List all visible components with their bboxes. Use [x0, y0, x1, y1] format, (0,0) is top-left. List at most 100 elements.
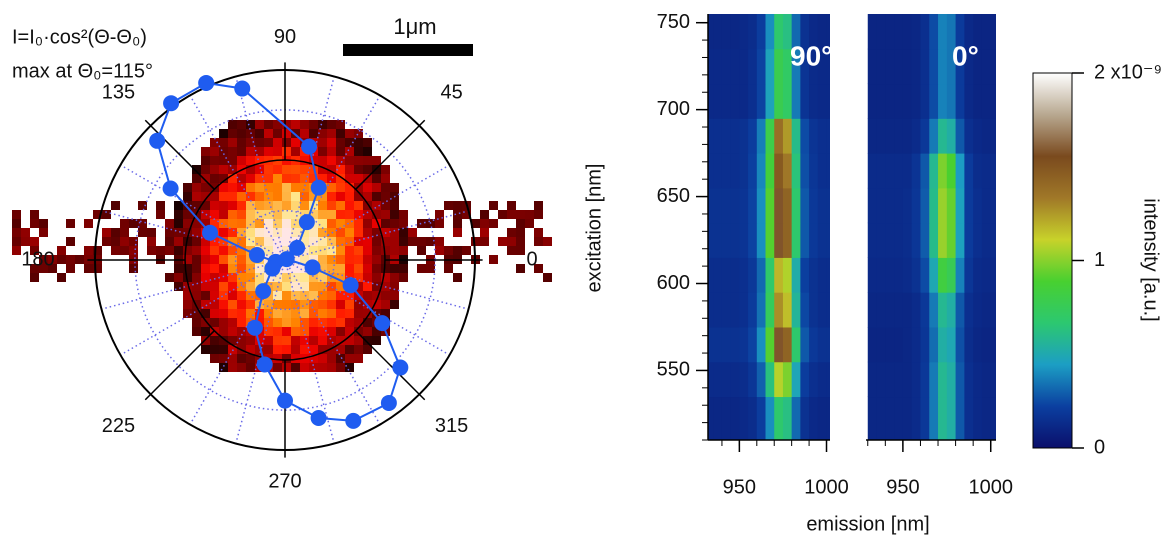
- image-pixel: [408, 237, 417, 246]
- image-pixel: [282, 318, 291, 327]
- image-pixel: [318, 345, 327, 354]
- image-pixel: [480, 219, 489, 228]
- image-pixel: [174, 219, 183, 228]
- image-pixel: [219, 201, 228, 210]
- image-pixel: [228, 237, 237, 246]
- image-pixel: [273, 228, 282, 237]
- image-pixel: [201, 210, 210, 219]
- image-pixel: [66, 255, 75, 264]
- image-pixel: [354, 129, 363, 138]
- image-pixel: [219, 228, 228, 237]
- y-axis-label: excitation [nm]: [583, 164, 605, 293]
- heatmap-cell: [713, 153, 723, 189]
- image-pixel: [336, 192, 345, 201]
- heatmap-cell: [911, 153, 921, 189]
- heatmap-cell: [885, 83, 895, 119]
- image-pixel: [30, 246, 39, 255]
- heatmap-cell: [946, 326, 957, 363]
- heatmap-cell: [990, 222, 996, 258]
- image-pixel: [372, 237, 381, 246]
- image-pixel: [399, 273, 408, 282]
- image-pixel: [345, 336, 354, 345]
- heatmap-cell: [990, 361, 996, 398]
- image-pixel: [111, 246, 120, 255]
- image-pixel: [345, 210, 354, 219]
- image-pixel: [291, 318, 300, 327]
- heatmap-cell: [748, 326, 758, 363]
- image-pixel: [435, 219, 444, 228]
- image-pixel: [228, 147, 237, 156]
- heatmap-cell: [894, 257, 904, 293]
- image-pixel: [498, 237, 507, 246]
- heatmap-cell: [782, 361, 793, 398]
- image-pixel: [534, 228, 543, 237]
- heatmap-cell: [800, 118, 810, 154]
- image-pixel: [264, 165, 273, 174]
- heatmap-cell: [791, 257, 801, 293]
- heatmap-cell: [990, 153, 996, 189]
- image-pixel: [489, 201, 498, 210]
- heatmap-cell: [748, 14, 758, 50]
- image-pixel: [219, 174, 228, 183]
- image-pixel: [543, 237, 552, 246]
- image-pixel: [282, 237, 291, 246]
- image-pixel: [210, 201, 219, 210]
- image-pixel: [291, 201, 300, 210]
- heatmap-cell: [911, 292, 921, 328]
- image-pixel: [219, 264, 228, 273]
- heatmap-cell: [756, 326, 767, 363]
- theta-tick-label: 0: [526, 248, 537, 270]
- image-pixel: [318, 327, 327, 336]
- heatmap-cell: [902, 48, 913, 85]
- heatmap-cell: [981, 187, 992, 224]
- heatmap-cell: [782, 83, 793, 119]
- image-pixel: [372, 201, 381, 210]
- image-pixel: [282, 246, 291, 255]
- image-pixel: [192, 174, 201, 183]
- heatmap-cell: [876, 292, 886, 328]
- heatmap-cell: [990, 257, 996, 293]
- image-pixel: [318, 219, 327, 228]
- heatmap-cell: [964, 153, 974, 189]
- image-pixel: [183, 255, 192, 264]
- image-pixel: [345, 345, 354, 354]
- image-pixel: [246, 336, 255, 345]
- image-pixel: [300, 363, 309, 372]
- heatmap-cell: [756, 292, 767, 328]
- image-pixel: [336, 138, 345, 147]
- polar-spoke: [101, 259, 286, 310]
- image-pixel: [309, 327, 318, 336]
- heatmap-cell: [867, 187, 878, 224]
- image-pixel: [264, 174, 273, 183]
- image-pixel: [210, 183, 219, 192]
- image-pixel: [300, 255, 309, 264]
- heatmap-cell: [721, 14, 732, 50]
- image-pixel: [228, 192, 237, 201]
- heatmap-cell: [739, 187, 749, 224]
- heatmap-cell: [867, 257, 878, 293]
- image-pixel: [417, 237, 426, 246]
- image-pixel: [282, 228, 291, 237]
- heatmap-cell: [964, 14, 974, 50]
- image-pixel: [210, 354, 219, 363]
- image-pixel: [282, 174, 291, 183]
- heatmap-cell: [800, 14, 810, 50]
- image-pixel: [282, 210, 291, 219]
- image-pixel: [336, 327, 345, 336]
- image-pixel: [309, 291, 318, 300]
- image-pixel: [84, 246, 93, 255]
- heatmap-cell: [955, 326, 965, 363]
- image-pixel: [165, 228, 174, 237]
- heatmap-cell: [774, 292, 784, 328]
- heatmap-cell: [809, 14, 819, 50]
- heatmap-cell: [911, 326, 921, 363]
- image-pixel: [345, 138, 354, 147]
- image-pixel: [237, 300, 246, 309]
- image-pixel: [147, 246, 156, 255]
- heatmap-cell: [721, 187, 732, 224]
- heatmap-cell: [946, 222, 957, 258]
- image-pixel: [318, 273, 327, 282]
- heatmap-cell: [765, 257, 775, 293]
- image-pixel: [273, 174, 282, 183]
